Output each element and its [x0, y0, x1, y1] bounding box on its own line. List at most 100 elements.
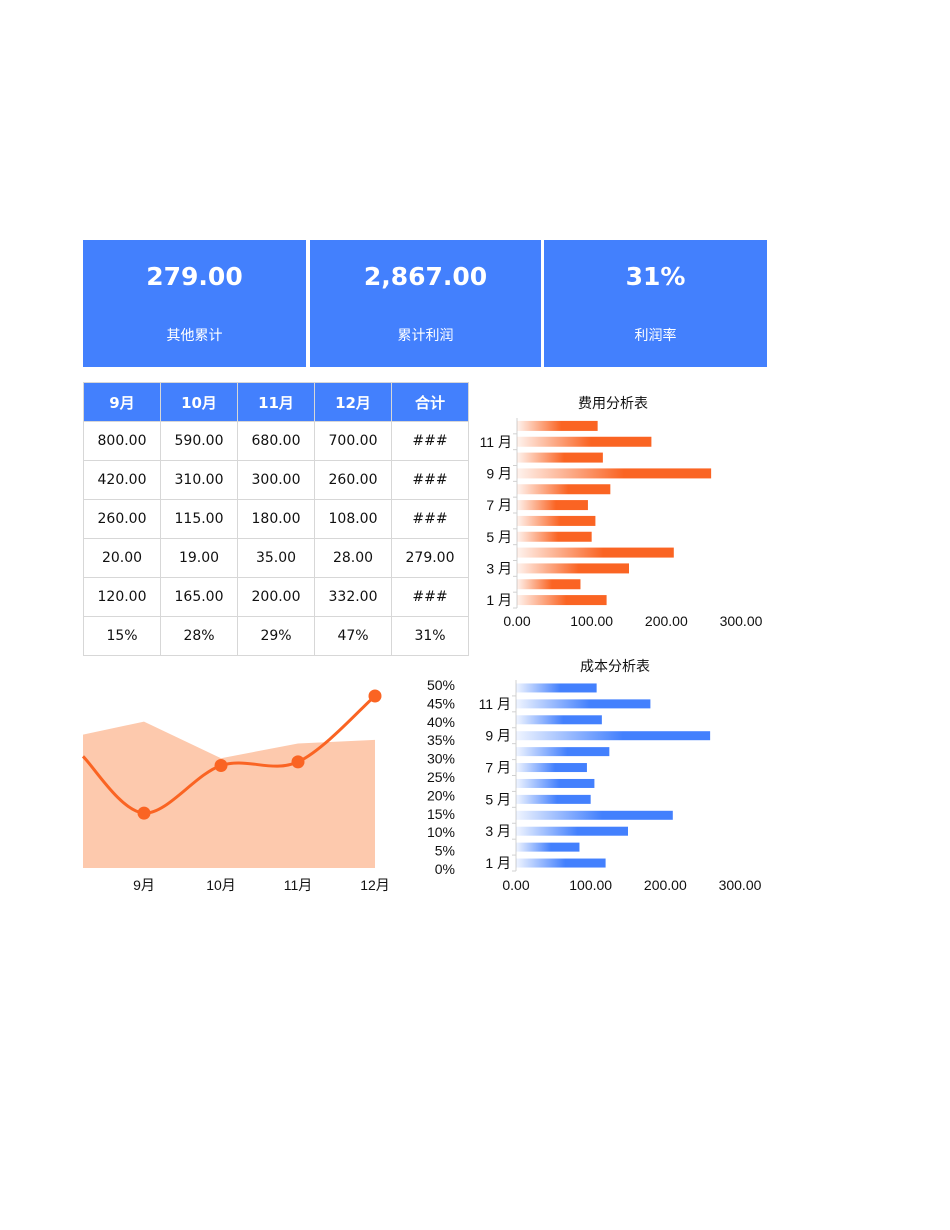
table-cell: 120.00: [83, 577, 161, 617]
y-tick-label: 5 月: [486, 529, 512, 545]
table-cell: ###: [391, 460, 469, 500]
y-tick-label: 7 月: [486, 497, 512, 513]
line-point: [137, 806, 151, 820]
bar: [516, 699, 651, 709]
table-cell: 300.00: [237, 460, 315, 500]
table-cell: 332.00: [314, 577, 392, 617]
line-point: [214, 759, 228, 773]
bar: [517, 563, 629, 574]
percent-tick-label: 40%: [427, 714, 455, 730]
expense-bar-chart: 费用分析表 1 月 3 月 5 月 7 月 9 月 11 月 0.00 100.00 200.00…: [480, 395, 763, 629]
table-cell: 19.00: [160, 538, 238, 578]
bar: [516, 747, 610, 757]
x-tick-label: 200.00: [645, 613, 688, 629]
table-row: 120.00 165.00 200.00 332.00 ###: [83, 577, 469, 617]
bar: [516, 842, 580, 852]
x-tick-label: 10月: [206, 877, 236, 893]
kpi-label: 利润率: [634, 328, 677, 344]
y-tick-label: 9 月: [485, 728, 511, 744]
table-cell: 590.00: [160, 421, 238, 461]
table-cell: 680.00: [237, 421, 315, 461]
x-tick-label: 200.00: [644, 877, 687, 893]
bar: [516, 715, 602, 725]
percent-tick-label: 35%: [427, 732, 455, 748]
table-row: 260.00 115.00 180.00 108.00 ###: [83, 499, 469, 539]
table-header-cell: 11月: [237, 382, 315, 422]
y-tick-label: 5 月: [485, 791, 511, 807]
x-tick-label: 0.00: [503, 613, 530, 629]
bar: [517, 468, 712, 479]
table-header-cell: 12月: [314, 382, 392, 422]
table-cell: 420.00: [83, 460, 161, 500]
y-tick-label: 3 月: [486, 560, 512, 576]
kpi-label: 其他累计: [166, 328, 223, 344]
table-cell: 20.00: [83, 538, 161, 578]
table-cell: 29%: [237, 616, 315, 656]
table-cell: 180.00: [237, 499, 315, 539]
line-point: [291, 755, 305, 769]
cost-bar-chart: 成本分析表 1 月 3 月 5 月 7 月 9 月 11 月 0.00 100.00 200.00…: [427, 658, 762, 893]
table-cell: 28.00: [314, 538, 392, 578]
table-row: 800.00 590.00 680.00 700.00 ###: [83, 421, 469, 461]
percent-tick-label: 5%: [435, 843, 455, 859]
chart-title: 费用分析表: [578, 395, 648, 411]
table-cell: 310.00: [160, 460, 238, 500]
table-cell: 31%: [391, 616, 469, 656]
table-header-cell: 9月: [83, 382, 161, 422]
bar: [517, 531, 592, 542]
bar: [517, 579, 581, 590]
bar: [517, 547, 674, 558]
bar: [517, 452, 603, 463]
bar: [516, 794, 591, 804]
percent-tick-label: 50%: [427, 677, 455, 693]
percent-tick-label: 20%: [427, 787, 455, 803]
kpi-card-total-profit: 2,867.00 累计利润: [310, 240, 541, 367]
percent-tick-label: 30%: [427, 751, 455, 767]
kpi-value: 279.00: [146, 262, 243, 291]
table-row: 20.00 19.00 35.00 28.00 279.00: [83, 538, 469, 578]
table-cell: 115.00: [160, 499, 238, 539]
table-cell: 28%: [160, 616, 238, 656]
table-cell: 260.00: [83, 499, 161, 539]
x-tick-label: 100.00: [570, 613, 613, 629]
x-tick-label: 9月: [133, 877, 155, 893]
bar: [517, 515, 596, 526]
table-row: 420.00 310.00 300.00 260.00 ###: [83, 460, 469, 500]
bar: [516, 683, 597, 693]
bar: [516, 778, 595, 788]
table-cell: ###: [391, 499, 469, 539]
table-cell: 260.00: [314, 460, 392, 500]
table-header-cell: 10月: [160, 382, 238, 422]
table-cell: 700.00: [314, 421, 392, 461]
y-tick-label: 7 月: [485, 760, 511, 776]
table-cell: 279.00: [391, 538, 469, 578]
bar: [516, 858, 606, 868]
x-tick-label: 100.00: [569, 877, 612, 893]
x-tick-label: 300.00: [720, 613, 763, 629]
kpi-value: 2,867.00: [363, 262, 488, 291]
profit-rate-line-chart: 9月 10月 11月 12月: [81, 689, 390, 893]
bar: [516, 826, 628, 836]
kpi-label: 累计利润: [397, 328, 454, 344]
bar: [517, 500, 588, 511]
x-tick-label: 0.00: [502, 877, 529, 893]
table-cell: ###: [391, 577, 469, 617]
x-tick-label: 11月: [284, 877, 313, 893]
table-cell: ###: [391, 421, 469, 461]
bar: [516, 810, 673, 820]
y-tick-label: 11 月: [480, 434, 512, 450]
kpi-card-profit-rate: 31% 利润率: [544, 240, 767, 367]
table-cell: 800.00: [83, 421, 161, 461]
kpi-value: 31%: [625, 262, 686, 291]
percent-tick-label: 25%: [427, 769, 455, 785]
bar: [517, 436, 652, 447]
area-series: [83, 721, 375, 868]
table-row: 15% 28% 29% 47% 31%: [83, 616, 469, 656]
kpi-card-other-total: 279.00 其他累计: [83, 240, 306, 367]
percent-tick-label: 15%: [427, 806, 455, 822]
percent-tick-label: 0%: [435, 861, 455, 877]
x-tick-label: 300.00: [719, 877, 762, 893]
y-tick-label: 1 月: [485, 855, 511, 871]
y-tick-label: 11 月: [479, 696, 511, 712]
line-point: [368, 689, 382, 703]
